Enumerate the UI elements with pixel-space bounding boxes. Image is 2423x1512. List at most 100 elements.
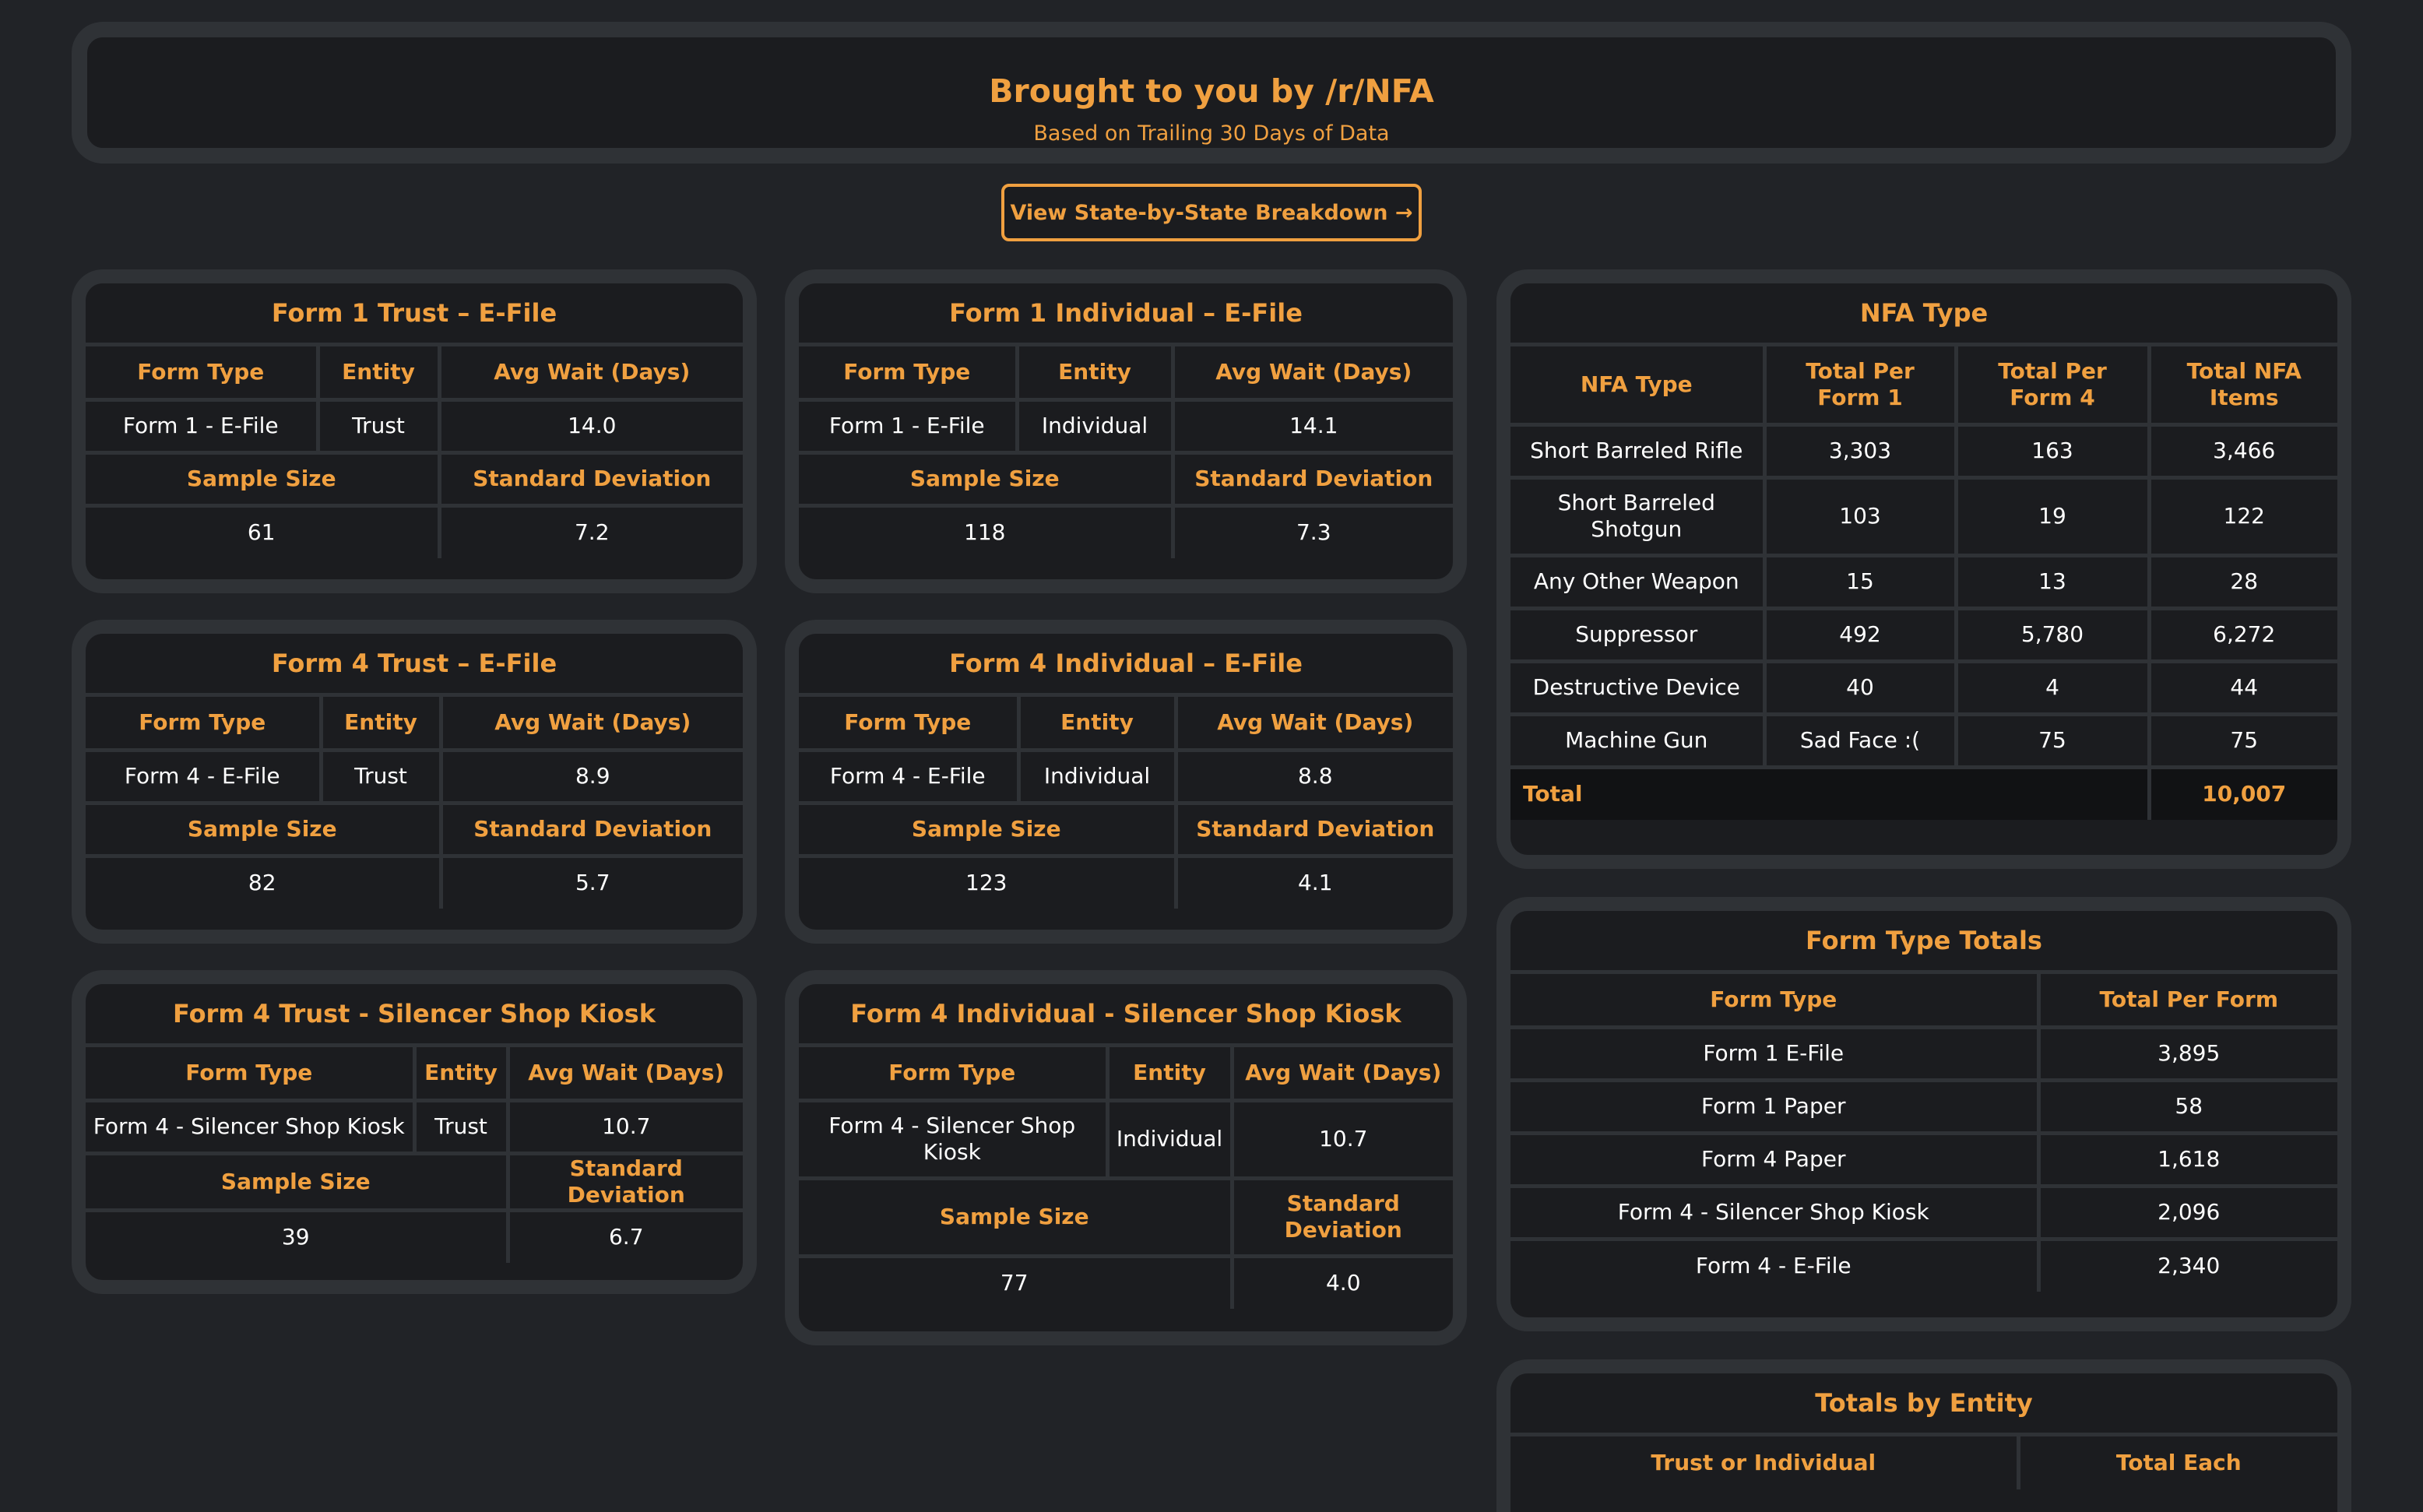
card-title: Form 4 Individual - Silencer Shop Kiosk	[799, 984, 1453, 1047]
header-entity: Entity	[412, 1047, 510, 1102]
header-sample-size: Sample Size	[799, 1176, 1234, 1258]
table-row: Form 4 - Silencer Shop Kiosk 2,096	[1510, 1183, 2337, 1241]
sample-size-value: 39	[86, 1208, 510, 1263]
std-dev-value: 7.2	[437, 503, 743, 558]
form-totals-table: Form Type Total Per Form Form 1 E-File 3…	[1510, 974, 2337, 1292]
nfa-type-name: Machine Gun	[1510, 712, 1767, 769]
header-form-type: Form Type	[86, 1047, 417, 1102]
stats-table: Form Type Entity Avg Wait (Days) Form 1 …	[799, 346, 1453, 558]
total-items-value: 3,466	[2147, 422, 2337, 480]
entity-value: Trust	[318, 747, 443, 805]
entity-value: Individual	[1105, 1098, 1234, 1180]
nfa-type-table: NFA Type Total Per Form 1 Total Per Form…	[1510, 346, 2337, 820]
form-type-value: Form 1 - E-File	[799, 397, 1019, 455]
stats-table: Form Type Entity Avg Wait (Days) Form 4 …	[799, 697, 1453, 909]
total-form1-value: 3,303	[1762, 422, 1958, 480]
nfa-type-name: Destructive Device	[1510, 659, 1767, 716]
header-entity: Entity	[1105, 1047, 1234, 1102]
total-value: 1,618	[2036, 1130, 2337, 1188]
total-value: 2,096	[2036, 1183, 2337, 1241]
card-title: Form 1 Trust – E-File	[86, 283, 743, 346]
sample-size-value: 123	[799, 853, 1178, 909]
table-row: Machine Gun Sad Face :( 75 75	[1510, 712, 2337, 769]
card-title: Form Type Totals	[1510, 911, 2337, 974]
avg-wait-value: 10.7	[1229, 1098, 1453, 1180]
table-row: Form 4 Paper 1,618	[1510, 1130, 2337, 1188]
table-row: Form 4 - E-File 2,340	[1510, 1236, 2337, 1292]
form-type-value: Form 4 - Silencer Shop Kiosk	[799, 1098, 1110, 1180]
card-form4-trust-efile: Form 4 Trust – E-File Form Type Entity A…	[72, 620, 757, 944]
entity-value: Trust	[315, 397, 441, 455]
card-form4-individual-efile: Form 4 Individual – E-File Form Type Ent…	[785, 620, 1467, 944]
header-sample-size: Sample Size	[799, 800, 1178, 858]
header-avg-wait: Avg Wait (Days)	[1170, 346, 1453, 402]
std-dev-value: 5.7	[438, 853, 743, 909]
header-sample-size: Sample Size	[86, 1151, 510, 1212]
stats-table: Form Type Entity Avg Wait (Days) Form 4 …	[86, 697, 743, 909]
sample-size-value: 118	[799, 503, 1175, 558]
form-type-value: Form 1 - E-File	[86, 397, 320, 455]
header-std-dev: Standard Deviation	[1170, 450, 1453, 508]
total-form4-value: 13	[1954, 553, 2151, 610]
card-form1-individual-efile: Form 1 Individual – E-File Form Type Ent…	[785, 269, 1467, 593]
total-items-value: 28	[2147, 553, 2337, 610]
std-dev-value: 4.0	[1229, 1254, 1453, 1309]
header-entity: Entity	[315, 346, 441, 402]
total-form1-value: 103	[1762, 475, 1958, 557]
page-title: Brought to you by /r/NFA	[989, 72, 1434, 110]
total-value: 2,340	[2036, 1236, 2337, 1292]
header-sample-size: Sample Size	[86, 450, 441, 508]
form-type-name: Form 4 - Silencer Shop Kiosk	[1510, 1183, 2041, 1241]
table-row: Form 1 Paper 58	[1510, 1078, 2337, 1135]
card-nfa-type: NFA Type NFA Type Total Per Form 1 Total…	[1496, 269, 2351, 869]
entity-value: Trust	[412, 1098, 510, 1155]
stats-table: Form Type Entity Avg Wait (Days) Form 1 …	[86, 346, 743, 558]
card-title: Form 1 Individual – E-File	[799, 283, 1453, 346]
header-avg-wait: Avg Wait (Days)	[1173, 697, 1453, 752]
header-std-dev: Standard Deviation	[1173, 800, 1453, 858]
header-avg-wait: Avg Wait (Days)	[1229, 1047, 1453, 1102]
header-form-type: Form Type	[86, 697, 323, 752]
card-totals-by-entity: Totals by Entity Trust or Individual Tot…	[1496, 1359, 2351, 1512]
card-form4-individual-kiosk: Form 4 Individual - Silencer Shop Kiosk …	[785, 970, 1467, 1345]
state-breakdown-button[interactable]: View State-by-State Breakdown →	[1001, 184, 1422, 241]
header-nfa-type: NFA Type	[1510, 346, 1767, 427]
header-std-dev: Standard Deviation	[505, 1151, 743, 1212]
total-form4-value: 4	[1954, 659, 2151, 716]
header-form-type: Form Type	[1510, 974, 2041, 1029]
total-form1-value: 15	[1762, 553, 1958, 610]
card-form1-trust-efile: Form 1 Trust – E-File Form Type Entity A…	[72, 269, 757, 593]
avg-wait-value: 10.7	[505, 1098, 743, 1155]
total-form1-value: 40	[1762, 659, 1958, 716]
table-row: Any Other Weapon 15 13 28	[1510, 553, 2337, 610]
nfa-type-name: Short Barreled Rifle	[1510, 422, 1767, 480]
sample-size-value: 77	[799, 1254, 1234, 1309]
total-label: Total	[1510, 765, 2151, 820]
avg-wait-value: 8.8	[1173, 747, 1453, 805]
card-title: Form 4 Individual – E-File	[799, 634, 1453, 697]
card-title: Form 4 Trust – E-File	[86, 634, 743, 697]
header-entity: Entity	[1016, 697, 1178, 752]
table-row: Short Barreled Rifle 3,303 163 3,466	[1510, 422, 2337, 480]
total-form1-value: 492	[1762, 606, 1958, 663]
header-sample-size: Sample Size	[799, 450, 1175, 508]
total-form4-value: 5,780	[1954, 606, 2151, 663]
std-dev-value: 6.7	[505, 1208, 743, 1263]
card-title: NFA Type	[1510, 283, 2337, 346]
total-form1-value: Sad Face :(	[1762, 712, 1958, 769]
nfa-type-name: Short Barreled Shotgun	[1510, 475, 1767, 557]
sample-size-value: 82	[86, 853, 443, 909]
nfa-type-name: Any Other Weapon	[1510, 553, 1767, 610]
form-type-value: Form 4 - Silencer Shop Kiosk	[86, 1098, 417, 1155]
header-form-type: Form Type	[799, 346, 1019, 402]
form-type-name: Form 1 Paper	[1510, 1078, 2041, 1135]
card-form4-trust-kiosk: Form 4 Trust - Silencer Shop Kiosk Form …	[72, 970, 757, 1294]
header-trust-or-individual: Trust or Individual	[1510, 1436, 2020, 1489]
avg-wait-value: 14.0	[437, 397, 743, 455]
header-form-type: Form Type	[799, 697, 1021, 752]
entity-value: Individual	[1016, 747, 1178, 805]
stats-table: Form Type Entity Avg Wait (Days) Form 4 …	[86, 1047, 743, 1263]
page-subtitle: Based on Trailing 30 Days of Data	[1033, 121, 1390, 146]
total-items-value: 75	[2147, 712, 2337, 769]
header-avg-wait: Avg Wait (Days)	[505, 1047, 743, 1102]
